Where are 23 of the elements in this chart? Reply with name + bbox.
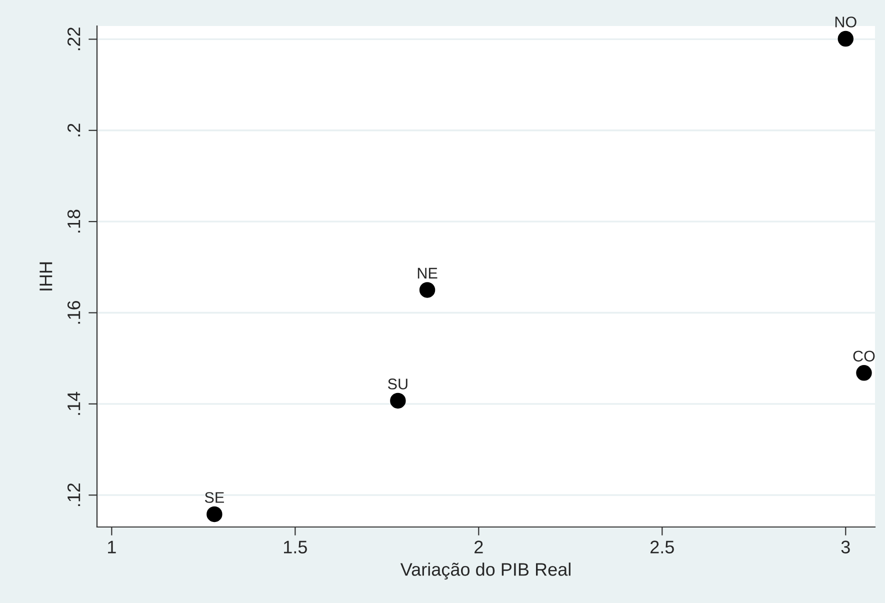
x-tick-label: 1 bbox=[108, 540, 116, 554]
x-tick-label: 2.5 bbox=[650, 540, 674, 554]
point bbox=[419, 282, 436, 298]
point bbox=[390, 392, 406, 409]
y-tick-label: .2 bbox=[67, 124, 80, 136]
y-axis-title: IHH bbox=[40, 262, 52, 290]
x-tick-label: 2 bbox=[474, 540, 483, 554]
annotation: NO bbox=[835, 16, 856, 28]
y-tick-label: .12 bbox=[67, 483, 80, 506]
point bbox=[856, 365, 872, 381]
annotation: CO bbox=[853, 350, 875, 362]
x-tick-label: 3 bbox=[841, 540, 850, 554]
y-tick-label: .16 bbox=[67, 300, 80, 324]
point bbox=[206, 506, 222, 522]
annotation: NE bbox=[418, 268, 438, 278]
y-tick-label: .22 bbox=[67, 28, 80, 50]
x-tick-label: 1.5 bbox=[284, 540, 307, 554]
y-tick-label: .18 bbox=[67, 210, 80, 232]
point bbox=[838, 30, 854, 47]
x-axis-title: Variação do PIB Real bbox=[400, 562, 570, 580]
annotation: SU bbox=[388, 378, 408, 390]
y-tick-label: .14 bbox=[68, 392, 80, 415]
annotation: SE bbox=[204, 492, 224, 503]
